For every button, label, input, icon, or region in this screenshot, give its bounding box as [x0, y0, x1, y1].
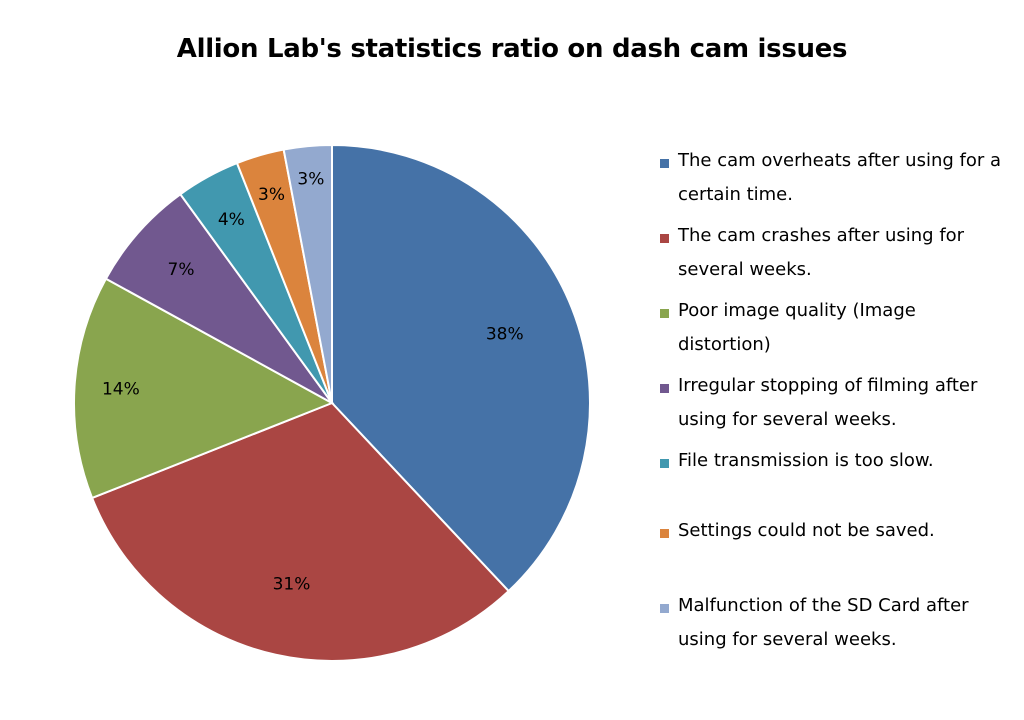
legend-swatch: [660, 459, 669, 468]
legend-label: The cam overheats after using for a cert…: [678, 150, 1002, 205]
legend-swatch: [660, 604, 669, 613]
pie-slice: [282, 143, 333, 404]
legend-swatch: [660, 529, 669, 538]
legend-label: Malfunction of the SD Card after using f…: [678, 595, 969, 650]
legend-label: Poor image quality (Image distortion): [678, 300, 916, 355]
slice-data-label: 31%: [273, 574, 311, 594]
legend-label: The cam crashes after using for several …: [678, 225, 965, 280]
pie-slice: [331, 143, 591, 593]
slice-data-label: 3%: [297, 170, 324, 190]
slice-data-label: 38%: [486, 325, 524, 345]
legend-swatch: [660, 234, 669, 243]
slice-data-label: 3%: [258, 185, 285, 205]
slice-data-label: 7%: [168, 260, 195, 280]
pie-slice: [73, 277, 335, 500]
chart-title: Allion Lab's statistics ratio on dash ca…: [176, 34, 848, 64]
legend-swatch: [660, 309, 669, 318]
slice-data-label: 14%: [102, 380, 140, 400]
pie-slice: [104, 192, 333, 404]
legend-swatch: [660, 384, 669, 393]
slice-data-label: 4%: [218, 210, 245, 230]
legend-swatch: [660, 159, 669, 168]
legend-label: File transmission is too slow.: [678, 450, 934, 471]
pie-slice: [90, 401, 511, 662]
legend-label: Irregular stopping of filming after usin…: [678, 375, 978, 430]
legend-label: Settings could not be saved.: [678, 520, 935, 541]
